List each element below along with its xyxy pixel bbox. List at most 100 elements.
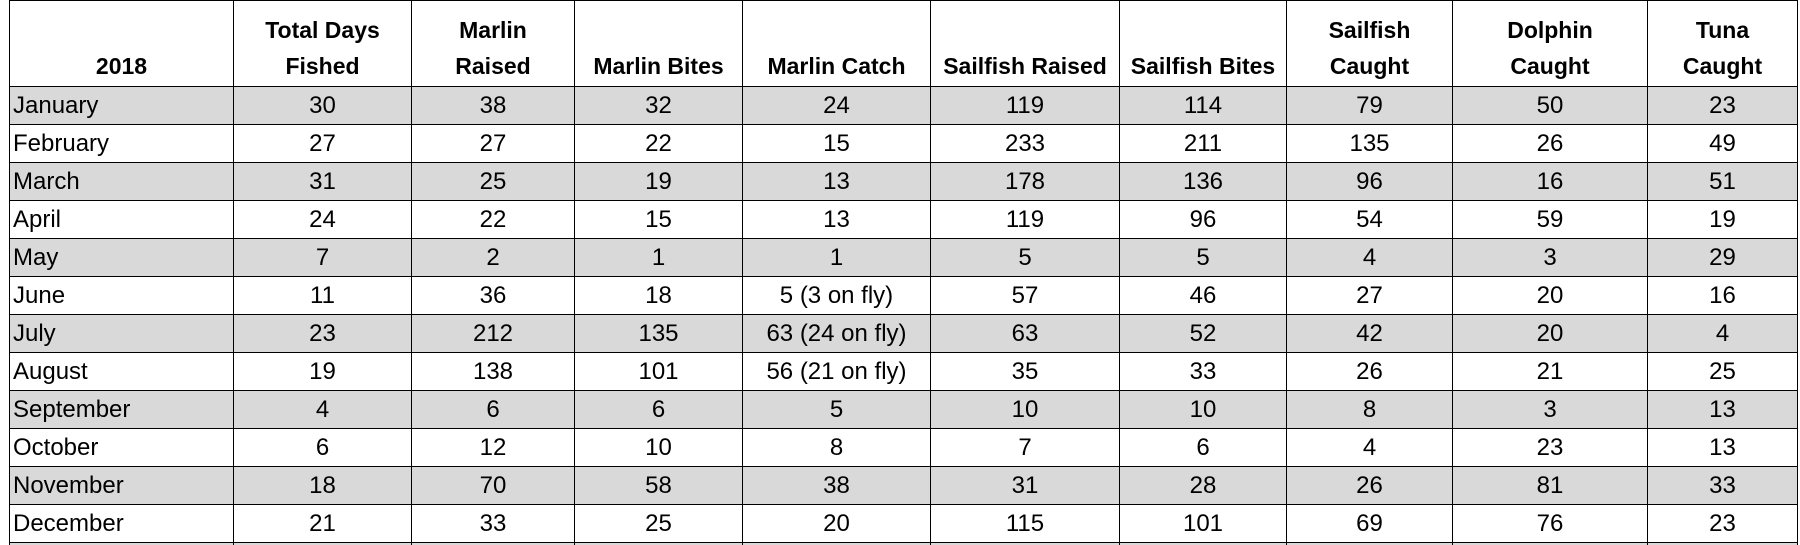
table-row: June 11 36 18 5 (3 on fly) 57 46 27 20 16 — [9, 276, 1798, 315]
value-cell: 54 — [1286, 200, 1453, 239]
value-cell: 115 — [930, 504, 1120, 543]
value-cell: 135 — [574, 314, 743, 353]
month-cell: July — [9, 314, 234, 353]
value-cell: 12 — [411, 428, 575, 467]
value-cell: 33 — [411, 504, 575, 543]
table-row: August 19 138 101 56 (21 on fly) 35 33 26 21 25 — [9, 352, 1798, 391]
value-cell: 135 — [1286, 124, 1453, 163]
header-text: Sailfish Bites — [1130, 53, 1276, 79]
value-cell: 212 — [411, 314, 575, 353]
month-cell: June — [9, 276, 234, 315]
table-row: July 23 212 135 63 (24 on fly) 63 52 42 20 4 — [9, 314, 1798, 353]
header-cell: Sailfish Caught — [1286, 0, 1453, 87]
value-cell: 6 — [411, 390, 575, 429]
value-cell: 16 — [1452, 162, 1648, 201]
value-cell: 26 — [1452, 124, 1648, 163]
value-cell: 96 — [1286, 162, 1453, 201]
month-cell: December — [9, 504, 234, 543]
value-cell: 119 — [930, 200, 1120, 239]
header-text: Fished — [285, 53, 360, 79]
value-cell: 7 — [930, 428, 1120, 467]
header-text: Tuna — [1695, 17, 1750, 43]
month-cell: February — [9, 124, 234, 163]
data-table: 2018 Total Days Fished Marlin Raised Marlin B… — [9, 0, 1798, 545]
value-cell: 23 — [233, 314, 412, 353]
value-cell: 30 — [233, 86, 412, 125]
table-row: September 4 6 6 5 10 10 8 3 13 — [9, 390, 1798, 429]
value-cell: 25 — [1647, 352, 1798, 391]
value-cell: 22 — [411, 200, 575, 239]
value-cell: 13 — [742, 162, 931, 201]
value-cell: 114 — [1119, 86, 1287, 125]
value-cell: 13 — [742, 200, 931, 239]
header-row: 2018 Total Days Fished Marlin Raised Marlin B… — [9, 0, 1798, 87]
value-cell: 81 — [1452, 466, 1648, 505]
header-cell: Marlin Catch — [742, 0, 931, 87]
value-cell: 22 — [574, 124, 743, 163]
month-cell: November — [9, 466, 234, 505]
value-cell: 11 — [233, 276, 412, 315]
value-cell: 38 — [411, 86, 575, 125]
value-cell: 31 — [233, 162, 412, 201]
value-cell: 13 — [1647, 390, 1798, 429]
value-cell: 6 — [574, 390, 743, 429]
value-cell: 119 — [930, 86, 1120, 125]
value-cell: 6 — [233, 428, 412, 467]
header-cell: Marlin Raised — [411, 0, 575, 87]
value-cell: 101 — [1119, 504, 1287, 543]
value-cell: 33 — [1647, 466, 1798, 505]
value-cell: 8 — [742, 428, 931, 467]
value-cell: 69 — [1286, 504, 1453, 543]
value-cell: 10 — [574, 428, 743, 467]
header-cell: Tuna Caught — [1647, 0, 1798, 87]
header-text: Dolphin — [1507, 17, 1593, 43]
value-cell: 19 — [233, 352, 412, 391]
value-cell: 16 — [1647, 276, 1798, 315]
value-cell: 31 — [930, 466, 1120, 505]
value-cell: 27 — [1286, 276, 1453, 315]
value-cell: 23 — [1452, 428, 1648, 467]
value-cell: 25 — [411, 162, 575, 201]
value-cell: 36 — [411, 276, 575, 315]
value-cell: 27 — [411, 124, 575, 163]
table-row: January 30 38 32 24 119 114 79 50 23 — [9, 86, 1798, 125]
value-cell: 21 — [233, 504, 412, 543]
value-cell: 19 — [574, 162, 743, 201]
value-cell: 29 — [1647, 238, 1798, 277]
value-cell: 2 — [411, 238, 575, 277]
table-row: February 27 27 22 15 233 211 135 26 49 — [9, 124, 1798, 163]
value-cell: 138 — [411, 352, 575, 391]
month-cell: April — [9, 200, 234, 239]
value-cell: 10 — [1119, 390, 1287, 429]
table-row: April 24 22 15 13 119 96 54 59 19 — [9, 200, 1798, 239]
value-cell: 1 — [742, 238, 931, 277]
value-cell: 49 — [1647, 124, 1798, 163]
value-cell: 4 — [233, 390, 412, 429]
header-text: Marlin — [459, 17, 527, 43]
value-cell: 70 — [411, 466, 575, 505]
value-cell: 59 — [1452, 200, 1648, 239]
month-cell: January — [9, 86, 234, 125]
value-cell: 26 — [1286, 466, 1453, 505]
value-cell: 13 — [1647, 428, 1798, 467]
value-cell: 3 — [1452, 238, 1648, 277]
value-cell: 19 — [1647, 200, 1798, 239]
value-cell: 5 — [742, 390, 931, 429]
value-cell: 1 — [574, 238, 743, 277]
value-cell: 63 (24 on fly) — [742, 314, 931, 353]
month-cell: October — [9, 428, 234, 467]
header-cell: Dolphin Caught — [1452, 0, 1648, 87]
header-text: Sailfish — [1328, 17, 1411, 43]
value-cell: 50 — [1452, 86, 1648, 125]
value-cell: 5 (3 on fly) — [742, 276, 931, 315]
value-cell: 38 — [742, 466, 931, 505]
value-cell: 57 — [930, 276, 1120, 315]
header-text: Sailfish Raised — [943, 53, 1107, 79]
value-cell: 18 — [574, 276, 743, 315]
value-cell: 3 — [1452, 390, 1648, 429]
table-body: January 30 38 32 24 119 114 79 50 23 February 27 27 2… — [9, 86, 1798, 545]
value-cell: 56 (21 on fly) — [742, 352, 931, 391]
header-text: Raised — [455, 53, 531, 79]
value-cell: 42 — [1286, 314, 1453, 353]
